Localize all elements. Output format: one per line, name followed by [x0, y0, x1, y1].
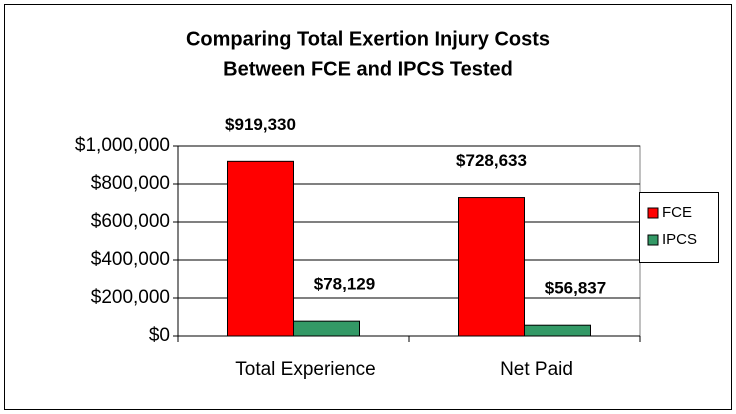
- value-label: $56,837: [545, 279, 606, 298]
- value-label: $919,330: [225, 115, 296, 134]
- x-tick-label: Total Experience: [235, 359, 375, 380]
- y-tick-label: $400,000: [91, 249, 170, 270]
- chart-title: Comparing Total Exertion Injury Costs: [186, 28, 550, 50]
- legend-label: IPCS: [662, 231, 697, 248]
- bar: [227, 160, 294, 337]
- legend-box: [639, 192, 719, 263]
- legend-swatch: [647, 234, 659, 246]
- y-tick-label: $200,000: [91, 287, 170, 308]
- bar: [458, 197, 525, 337]
- y-tick-label: $800,000: [91, 173, 170, 194]
- legend-swatch: [647, 207, 659, 219]
- x-tick-label: Net Paid: [500, 359, 573, 380]
- y-tick-label: $600,000: [91, 211, 170, 232]
- legend-label: FCE: [662, 204, 692, 221]
- value-label: $728,633: [456, 151, 527, 170]
- bar: [293, 320, 360, 337]
- bar: [524, 324, 591, 337]
- y-tick-label: $0: [149, 325, 170, 346]
- chart-title: Between FCE and IPCS Tested: [223, 58, 513, 80]
- value-label: $78,129: [314, 275, 375, 294]
- y-tick-label: $1,000,000: [75, 135, 170, 156]
